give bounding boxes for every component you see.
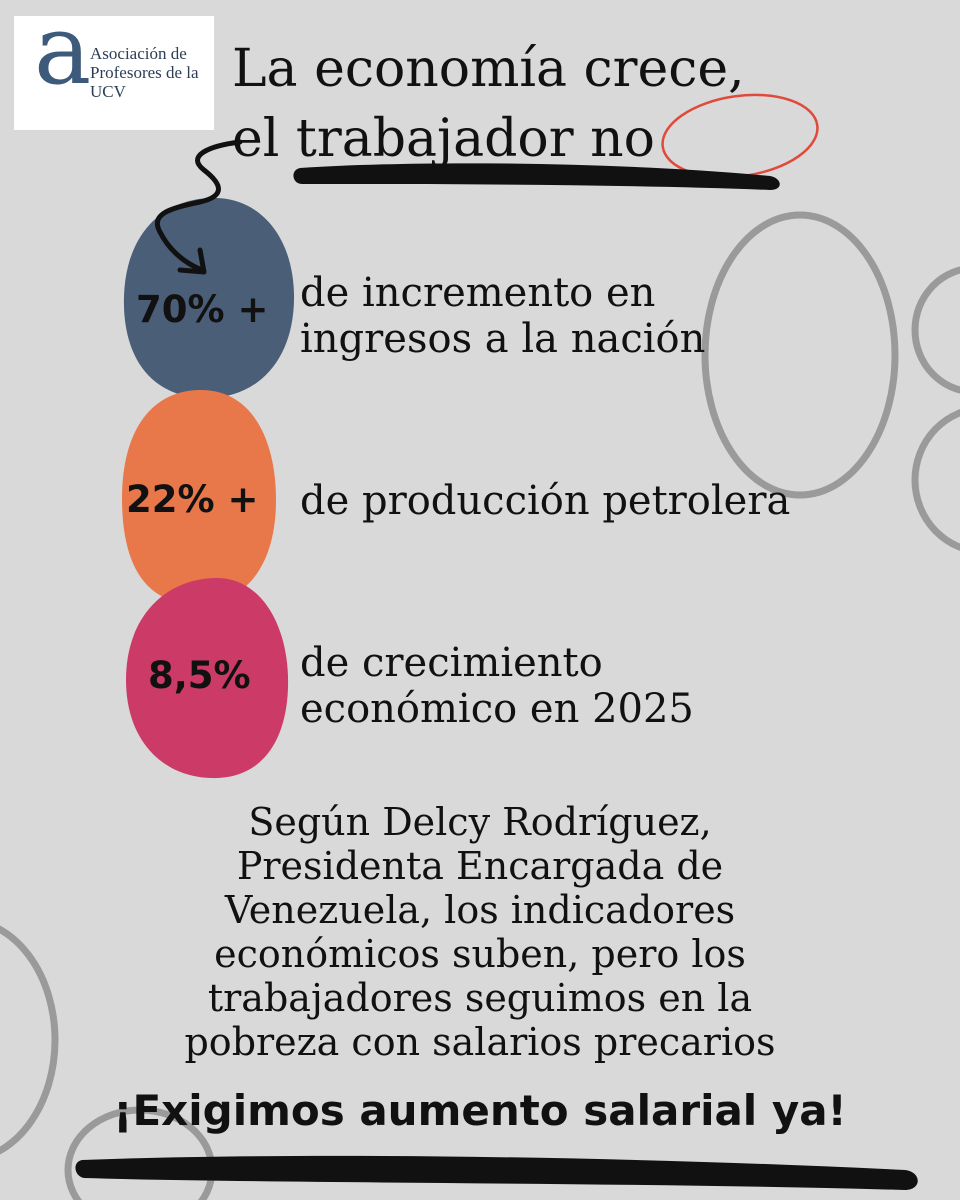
logo: a Asociación de Profesores de la UCV: [14, 2, 214, 130]
stat-description-line: económico en 2025: [300, 686, 694, 732]
stat-description-income: de incremento en ingresos a la nación: [300, 270, 705, 362]
stat-value-income: 70% +: [136, 288, 269, 331]
headline-line-1: La economía crece,: [232, 39, 745, 99]
logo-line: UCV: [90, 82, 126, 101]
call-to-action: ¡Exigimos aumento salarial ya!: [113, 1086, 847, 1135]
logo-text: Asociación de Profesores de la UCV: [90, 44, 210, 101]
title-underline: [293, 163, 780, 190]
decorative-circle-bottom-left: [0, 925, 59, 1155]
body-line: Venezuela, los indicadores: [224, 888, 736, 932]
decorative-circle-right-small-top: [911, 266, 960, 394]
body-line: trabajadores seguimos en la: [207, 976, 753, 1020]
stat-description-oil: de producción petrolera: [300, 478, 790, 524]
body-line: Según Delcy Rodríguez,: [248, 800, 712, 844]
stat-description-line: de crecimiento: [300, 640, 603, 686]
stat-value-oil: 22% +: [126, 478, 259, 521]
body-line: pobreza con salarios precarios: [184, 1020, 776, 1064]
arrow-head: [177, 247, 207, 275]
body-paragraph: Según Delcy Rodríguez, Presidenta Encarg…: [60, 800, 900, 1064]
blob-pink: [126, 577, 289, 779]
headline: La economía crece, el trabajador no: [232, 34, 952, 174]
body-line: económicos suben, pero los: [214, 932, 746, 976]
blob-orange: [122, 389, 276, 604]
stat-description-line: de incremento en: [300, 270, 656, 316]
stat-value-growth: 8,5%: [148, 654, 251, 697]
logo-mark: a: [34, 0, 92, 106]
decorative-circle-right-small-bottom: [911, 409, 960, 551]
headline-line-2: el trabajador no: [232, 109, 655, 169]
stat-description-line: ingresos a la nación: [300, 316, 706, 362]
stat-description-line: de producción petrolera: [300, 478, 791, 524]
blob-blue: [123, 197, 295, 398]
curved-arrow: [155, 139, 243, 273]
decorative-circle-right-large: [701, 211, 899, 499]
logo-line: Asociación de: [90, 44, 187, 63]
stat-description-growth: de crecimiento económico en 2025: [300, 640, 694, 732]
body-line: Presidenta Encargada de: [236, 844, 724, 888]
cta-underline: [75, 1155, 918, 1190]
logo-line: Profesores de la: [90, 63, 199, 82]
